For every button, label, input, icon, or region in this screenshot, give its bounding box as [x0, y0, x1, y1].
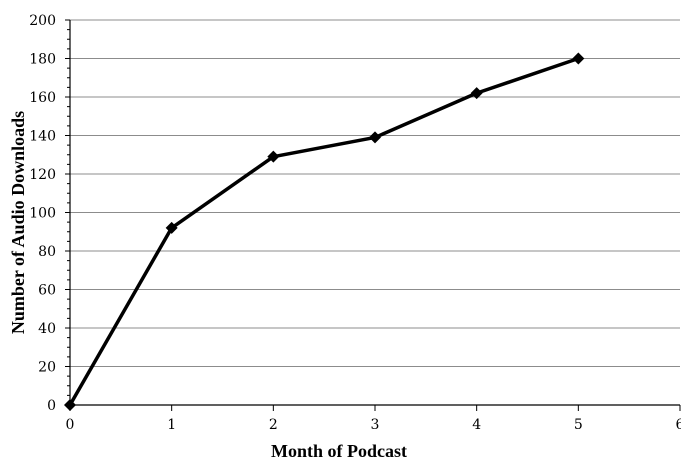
x-tick-label-5: 5 [574, 417, 583, 433]
x-tick-label-3: 3 [371, 417, 380, 433]
gridlines [70, 19, 680, 367]
data-point-2 [267, 150, 280, 163]
y-tick-label-40: 40 [38, 321, 56, 337]
y-tick-label-200: 200 [29, 13, 56, 29]
x-tick-label-6: 6 [676, 417, 681, 433]
y-tick-label-20: 20 [38, 360, 56, 376]
tick-labels: 0 20 40 60 80 100 120 140 160 180 200 0 1 2 3 4 5 6 [29, 13, 681, 433]
y-tick-label-60: 60 [38, 283, 56, 299]
y-tick-label-180: 180 [29, 52, 56, 68]
data-point-3 [369, 131, 381, 144]
y-axis-title: Number of Audio Downloads [8, 111, 28, 334]
y-tick-label-120: 120 [29, 167, 56, 183]
data-point-0 [64, 399, 76, 411]
y-tick-label-100: 100 [29, 206, 56, 222]
x-tick-label-0: 0 [66, 417, 75, 433]
axes [65, 19, 681, 411]
x-tick-label-4: 4 [472, 417, 481, 433]
x-axis-title: Month of Podcast [271, 441, 407, 459]
y-tick-label-80: 80 [38, 244, 56, 260]
y-tick-label-160: 160 [29, 90, 56, 106]
series-line-0 [68, 56, 579, 406]
y-tick-label-140: 140 [29, 129, 56, 145]
x-tick-label-1: 1 [167, 417, 176, 433]
x-tick-label-2: 2 [269, 417, 278, 433]
y-tick-label-0: 0 [47, 398, 56, 414]
data-point-4 [470, 87, 483, 100]
data-point-5 [572, 52, 585, 65]
data-point-1 [165, 221, 178, 234]
series-layer [64, 52, 585, 411]
